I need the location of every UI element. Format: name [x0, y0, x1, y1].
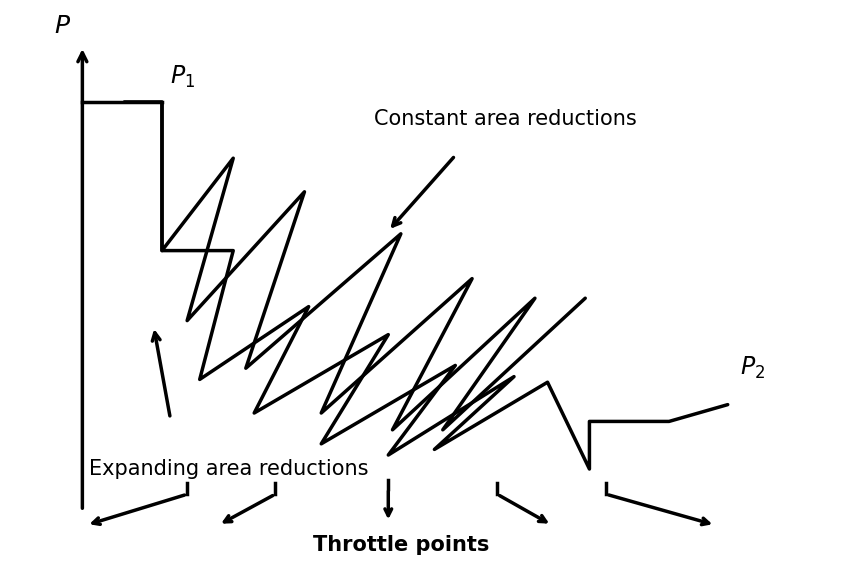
Text: P: P [54, 14, 69, 38]
Text: Constant area reductions: Constant area reductions [374, 109, 637, 129]
Text: Throttle points: Throttle points [313, 534, 489, 554]
Text: $P_2$: $P_2$ [740, 355, 765, 381]
Text: $P_1$: $P_1$ [170, 64, 195, 90]
Text: Expanding area reductions: Expanding area reductions [89, 459, 369, 479]
